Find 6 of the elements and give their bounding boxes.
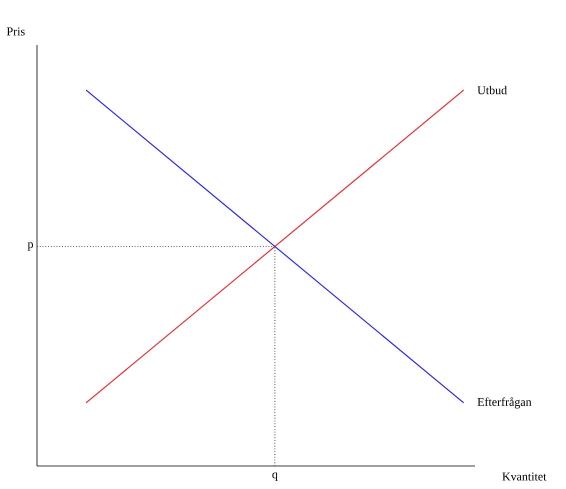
ref-line-label: p: [28, 242, 34, 251]
x-axis-title: Kvantitet: [502, 472, 546, 481]
y-axis-title: Pris: [6, 27, 25, 36]
series-label: Efterfrågan: [478, 397, 532, 408]
series-label: Utbud: [477, 86, 507, 94]
text: q: [272, 472, 278, 481]
